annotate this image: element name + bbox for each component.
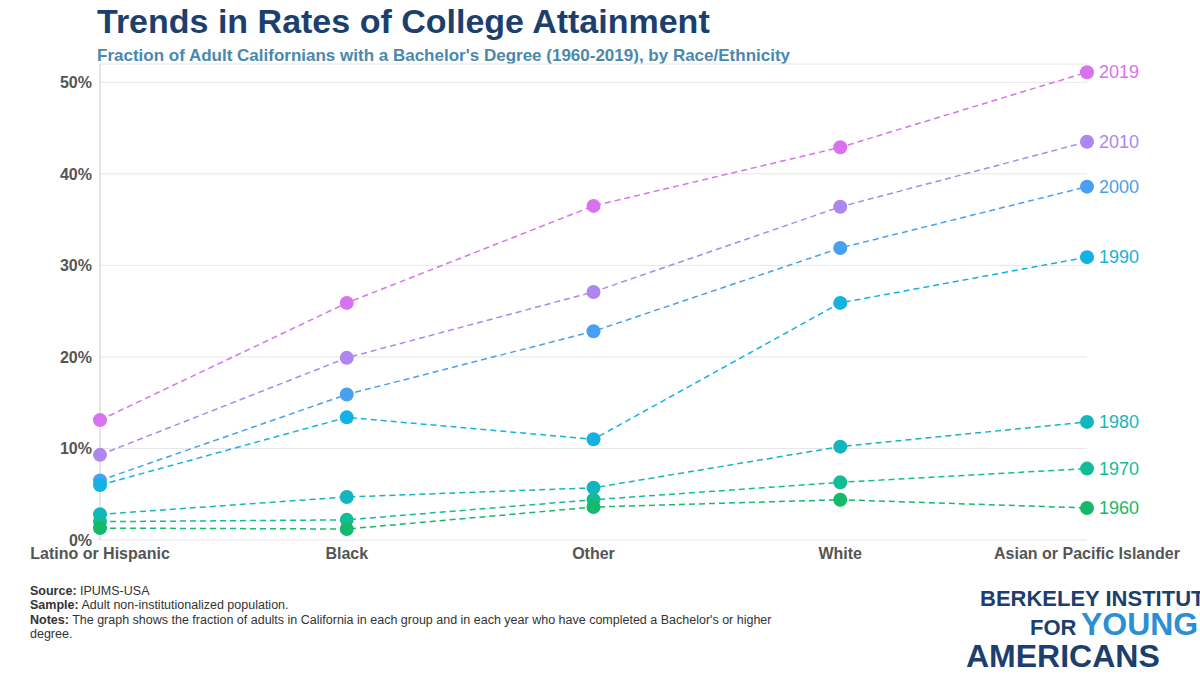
svg-text:1960: 1960 (1099, 498, 1139, 518)
svg-text:10%: 10% (60, 440, 92, 457)
svg-text:1990: 1990 (1099, 247, 1139, 267)
svg-text:Black: Black (325, 545, 368, 562)
html-text:AMERICANS: AMERICANS (966, 638, 1160, 674)
html-text:Fraction of Adult Californians: Fraction of Adult Californians with a Ba… (97, 46, 790, 65)
svg-text:Other: Other (572, 545, 615, 562)
svg-text:0%: 0% (69, 532, 92, 549)
html-text:Notes: The graph shows the fra: Notes: The graph shows the fraction of a… (30, 612, 772, 642)
html-text:Sample: Adult non-institutiona: Sample: Adult non-institutionalized popu… (30, 598, 289, 613)
html-text:Trends in Rates of College Att: Trends in Rates of College Attainment (97, 2, 710, 40)
svg-text:2000: 2000 (1099, 177, 1139, 197)
svg-text:1970: 1970 (1099, 459, 1139, 479)
svg-text:30%: 30% (60, 257, 92, 274)
svg-text:Asian or Pacific Islander: Asian or Pacific Islander (994, 545, 1180, 562)
svg-text:2019: 2019 (1099, 62, 1139, 82)
svg-text:50%: 50% (60, 74, 92, 91)
svg-text:2010: 2010 (1099, 132, 1139, 152)
svg-text:20%: 20% (60, 349, 92, 366)
html-text:FORYOUNG: FORYOUNG (1030, 606, 1199, 642)
svg-text:1980: 1980 (1099, 412, 1139, 432)
svg-text:Latino or Hispanic: Latino or Hispanic (30, 545, 170, 562)
svg-text:40%: 40% (60, 166, 92, 183)
html-text:Source: IPUMS-USA: Source: IPUMS-USA (30, 584, 150, 598)
svg-text:White: White (818, 545, 862, 562)
